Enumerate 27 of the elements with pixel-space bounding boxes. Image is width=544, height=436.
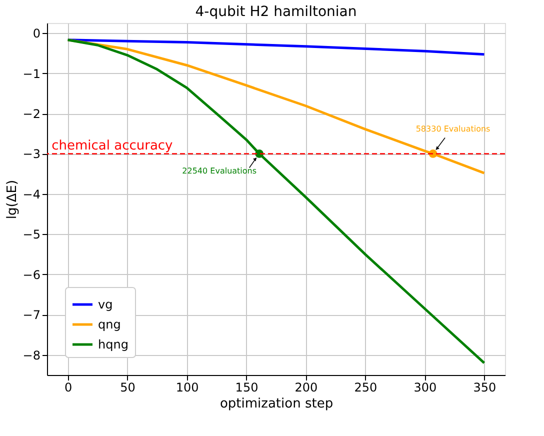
chart-title: 4-qubit H2 hamiltonian (195, 4, 357, 20)
legend-label: qng (98, 318, 121, 332)
ref-line-label: chemical accuracy (52, 138, 174, 154)
legend-label: vg (98, 298, 113, 312)
annotation: 22540 Evaluations (182, 166, 257, 176)
x-tick-label: 350 (473, 380, 496, 394)
x-tick-label: 200 (294, 380, 318, 394)
y-tick-label: 0 (32, 26, 40, 41)
y-tick-label: −7 (22, 308, 40, 322)
legend-label: hqng (98, 338, 128, 352)
line-series (66, 38, 486, 56)
y-tick-label: −1 (22, 66, 40, 81)
x-tick-label: 300 (414, 380, 437, 394)
y-tick-label: −6 (22, 268, 40, 282)
annotation: 58330 Evaluations (416, 124, 490, 134)
x-tick-label: 50 (120, 380, 136, 394)
x-tick-label: 250 (354, 380, 378, 394)
x-tick-label: 150 (235, 380, 258, 394)
x-axis-title: optimization step (220, 396, 334, 412)
y-tick-label: −5 (22, 228, 40, 242)
x-tick-label: 0 (64, 380, 72, 394)
y-axis-title: lg(ΔE) (4, 180, 20, 220)
x-tick-label: 100 (176, 380, 199, 394)
y-tick-label: −8 (22, 348, 40, 362)
y-tick-label: −3 (22, 147, 40, 162)
y-tick-label: −4 (22, 187, 40, 202)
y-tick-label: −2 (22, 107, 40, 122)
